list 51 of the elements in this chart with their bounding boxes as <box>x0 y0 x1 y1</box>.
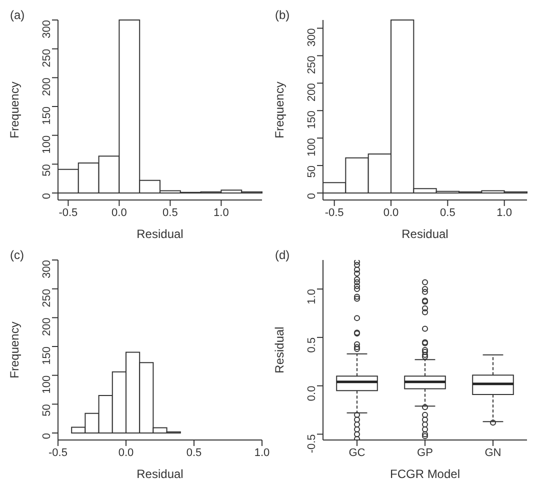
x-tick-label: -0.5 <box>48 446 68 459</box>
y-tick-label: 300 <box>40 260 53 278</box>
y-tick-label: 200 <box>40 318 53 336</box>
chart-title: (d) <box>275 248 290 262</box>
x-tick-label: GC <box>348 446 366 459</box>
y-axis-title: Frequency <box>7 322 22 378</box>
y-tick-label: 50 <box>40 404 53 416</box>
x-tick-label: -0.5 <box>324 206 344 219</box>
y-tick-label: 200 <box>40 78 53 96</box>
y-tick-label: 50 <box>306 166 318 178</box>
y-tick-label: 250 <box>306 56 318 74</box>
y-tick-label: 0.0 <box>306 386 318 402</box>
y-tick-label: 300 <box>306 28 318 47</box>
chart-title: (c) <box>10 248 24 262</box>
x-tick-label: 0.0 <box>118 446 134 459</box>
y-axis-title: Frequency <box>272 82 286 138</box>
y-tick-label: 100 <box>40 135 53 154</box>
x-tick-label: 1.0 <box>254 446 270 459</box>
y-tick-label: 150 <box>306 110 318 129</box>
x-axis-title: Residual <box>136 227 184 241</box>
y-tick-label: 0 <box>40 433 53 440</box>
x-tick-label: 0.0 <box>383 206 399 219</box>
y-tick-label: 1.0 <box>306 289 318 304</box>
y-tick-label: 0 <box>306 193 318 200</box>
y-tick-label: 150 <box>40 346 53 365</box>
x-axis-title: Residual <box>402 227 448 241</box>
x-axis-title: Residual <box>136 467 184 481</box>
y-tick-label: 200 <box>306 83 318 102</box>
x-tick-label: 1.0 <box>214 206 229 219</box>
x-tick-label: 0.5 <box>186 446 202 459</box>
x-tick-label: GP <box>417 446 433 459</box>
x-tick-label: 0.5 <box>162 206 178 219</box>
y-tick-label: 0 <box>40 193 53 200</box>
y-tick-label: 150 <box>40 106 53 125</box>
x-tick-label: 0.0 <box>112 206 127 219</box>
chart-title: (a) <box>10 8 25 22</box>
x-tick-label: GN <box>484 446 502 459</box>
chart-title: (b) <box>275 8 290 22</box>
y-tick-label: 0.5 <box>306 337 318 353</box>
y-tick-label: 250 <box>40 48 53 68</box>
y-tick-label: 50 <box>40 164 53 176</box>
x-tick-label: 0.5 <box>440 206 456 219</box>
x-tick-label: 1.0 <box>496 206 512 219</box>
x-axis-title: FCGR Model <box>390 467 460 481</box>
y-tick-label: 250 <box>40 288 53 308</box>
y-tick-label: 300 <box>40 20 53 38</box>
x-tick-label: -0.5 <box>58 206 78 219</box>
y-tick-label: 100 <box>306 138 318 156</box>
y-axis-title: Frequency <box>7 82 22 138</box>
y-tick-label: 100 <box>40 375 53 394</box>
y-axis-title: Residual <box>272 326 286 374</box>
